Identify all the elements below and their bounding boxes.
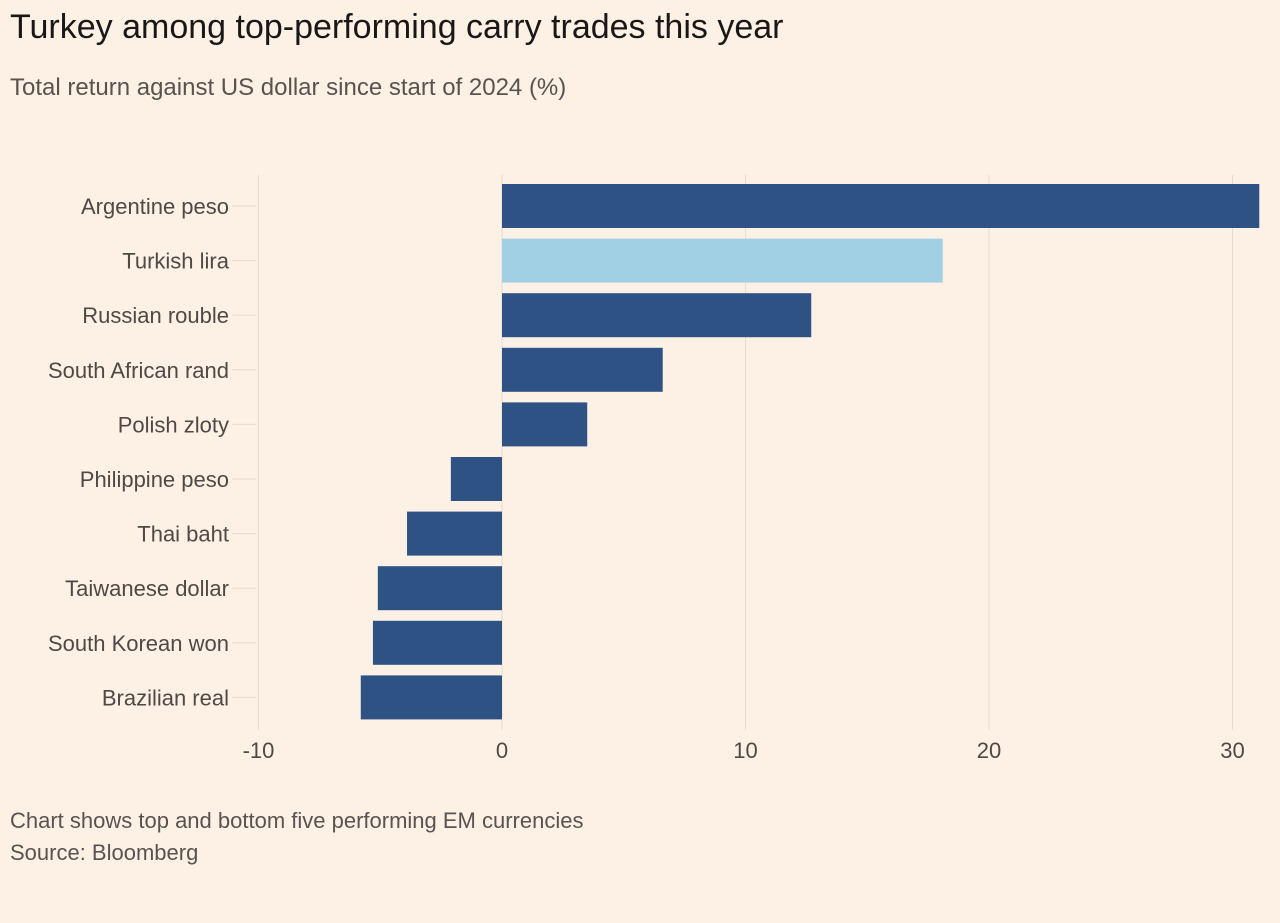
bar bbox=[502, 184, 1260, 228]
bar bbox=[360, 675, 502, 720]
category-label: Argentine peso bbox=[81, 194, 229, 219]
category-label: South Korean won bbox=[48, 631, 229, 656]
category-label: Taiwanese dollar bbox=[65, 576, 229, 601]
category-label: Philippine peso bbox=[80, 467, 229, 492]
chart-source: Source: Bloomberg bbox=[10, 840, 199, 865]
chart-title: Turkey among top-performing carry trades… bbox=[10, 8, 784, 46]
category-label: Thai baht bbox=[137, 522, 229, 547]
bar bbox=[502, 293, 812, 338]
bar bbox=[450, 457, 502, 501]
x-tick-label: 0 bbox=[496, 738, 508, 763]
x-tick-label: 20 bbox=[977, 738, 1001, 763]
category-label: Polish zloty bbox=[118, 412, 229, 437]
x-tick-label: -10 bbox=[243, 738, 275, 763]
category-label: Turkish lira bbox=[122, 249, 230, 274]
chart-subtitle: Total return against US dollar since sta… bbox=[10, 74, 567, 101]
bar bbox=[502, 347, 663, 392]
bar bbox=[407, 511, 502, 556]
bar bbox=[502, 402, 588, 447]
category-label: Brazilian real bbox=[102, 685, 229, 710]
chart-note: Chart shows top and bottom five performi… bbox=[10, 808, 584, 833]
x-tick-label: 10 bbox=[733, 738, 757, 763]
bar bbox=[502, 238, 943, 283]
category-label: South African rand bbox=[48, 358, 229, 383]
bar bbox=[372, 620, 502, 665]
x-tick-label: 30 bbox=[1220, 738, 1244, 763]
bar bbox=[377, 566, 502, 611]
category-label: Russian rouble bbox=[82, 303, 229, 328]
